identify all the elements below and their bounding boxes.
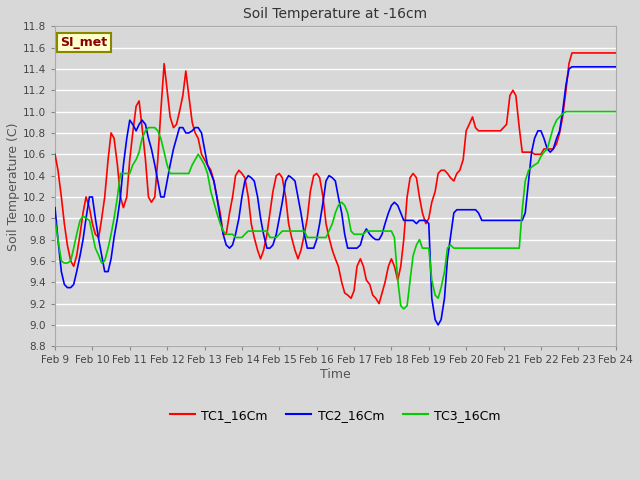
Text: SI_met: SI_met	[61, 36, 108, 49]
Legend: TC1_16Cm, TC2_16Cm, TC3_16Cm: TC1_16Cm, TC2_16Cm, TC3_16Cm	[165, 404, 506, 427]
X-axis label: Time: Time	[320, 368, 351, 381]
Title: Soil Temperature at -16cm: Soil Temperature at -16cm	[243, 7, 428, 21]
Y-axis label: Soil Temperature (C): Soil Temperature (C)	[7, 122, 20, 251]
